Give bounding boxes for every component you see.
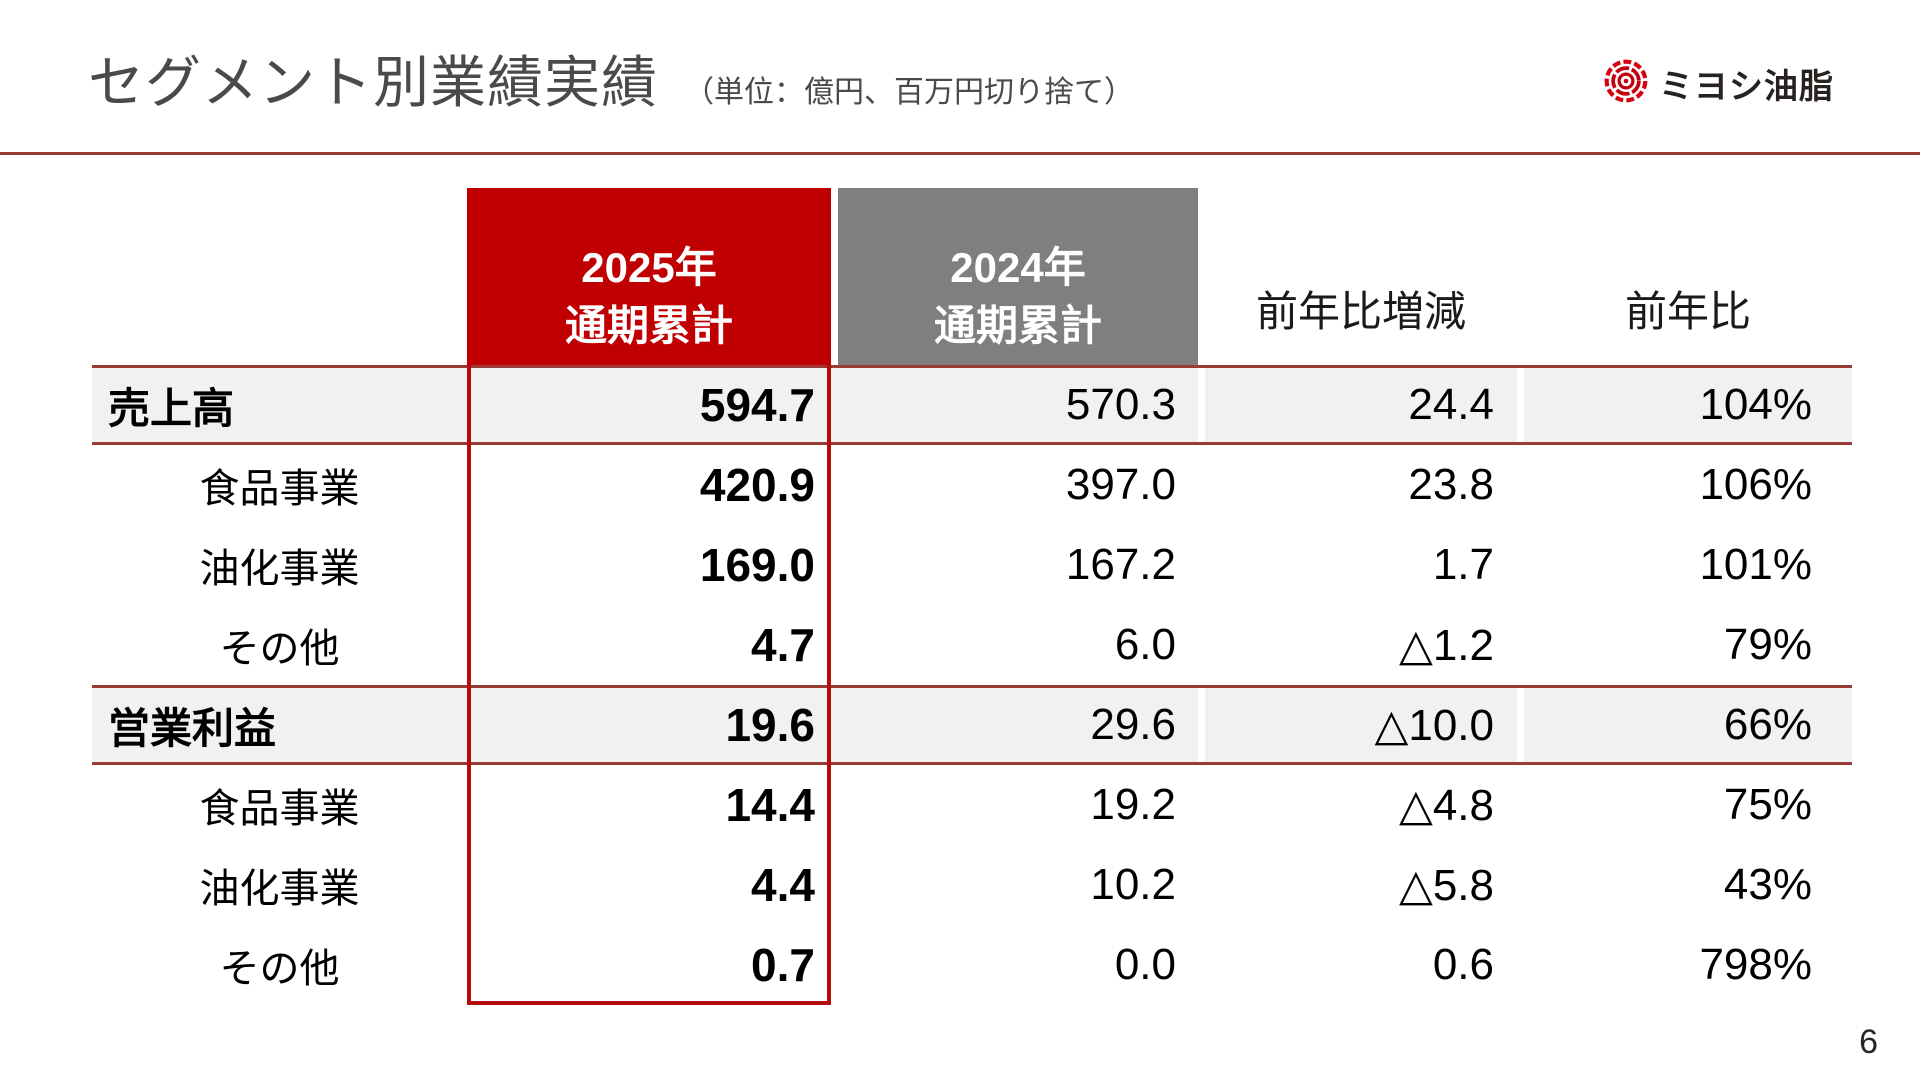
header-yoy-ratio: 前年比 [1624, 288, 1751, 335]
row-label-cell: 売上高 [92, 368, 467, 442]
table-row: その他 0.7 0.0 0.6 798% [92, 925, 1852, 1005]
yoy-change-cell: △10.0 [1205, 688, 1517, 762]
segment-results-table: 2025年 通期累計 2024年 通期累計 前年比増減 前年比 売上高 594.7… [92, 188, 1852, 1005]
value-2024-cell: 0.0 [1114, 940, 1176, 989]
cell-text: 売上高 [108, 384, 235, 432]
page-title: セグメント別業績実績 [88, 51, 658, 114]
unit-note: （単位：億円、百万円切り捨て） [684, 76, 1134, 109]
yoy-change-cell: 0.6 [1432, 940, 1494, 989]
header-2024-line2: 通期累計 [933, 302, 1102, 349]
row-label-cell: 営業利益 [92, 688, 467, 762]
row-label-cell: 食品事業 [92, 445, 467, 525]
table-header-row: 2025年 通期累計 2024年 通期累計 前年比増減 前年比 [92, 188, 1852, 365]
column-gap [1198, 925, 1205, 1005]
column-gap [1198, 525, 1205, 605]
table-body: 売上高 594.7 570.3 24.4 104% 食品事業 420.9 397.0 23.8 1… [92, 365, 1852, 1005]
row-label-cell: 油化事業 [92, 525, 467, 605]
column-gap [1198, 765, 1205, 845]
value-2025-cell: 4.4 [751, 859, 815, 911]
table-row: 売上高 594.7 570.3 24.4 104% [92, 365, 1852, 445]
yoy-change-cell: △1.2 [1398, 620, 1494, 670]
yoy-change-cell: 1.7 [1432, 540, 1494, 589]
cell-text: 食品事業 [199, 787, 360, 831]
value-2024-cell: 10.2 [1090, 860, 1176, 909]
yoy-ratio-cell: 79% [1723, 620, 1812, 669]
column-gap [1517, 688, 1524, 762]
yoy-change-cell: 23.8 [1408, 460, 1494, 509]
row-label-cell: その他 [92, 925, 467, 1005]
row-label-cell: 油化事業 [92, 845, 467, 925]
company-logo: ミヨシ油脂 [1603, 58, 1834, 109]
table-row: 食品事業 420.9 397.0 23.8 106% [92, 445, 1852, 525]
value-2025-cell: 19.6 [467, 688, 838, 762]
value-2025-cell: 169.0 [699, 539, 815, 591]
cell-text: 食品事業 [199, 467, 360, 511]
header-2025-fy: 2025年 通期累計 [467, 188, 831, 365]
header-2025-line2: 通期累計 [564, 302, 733, 349]
header-2025-line1: 2025年 [581, 244, 717, 291]
cell-text: その他 [219, 627, 340, 671]
cell-text: 油化事業 [199, 547, 360, 591]
column-gap [1517, 765, 1524, 845]
value-2025-cell: 0.7 [751, 939, 815, 991]
column-gap [1198, 368, 1205, 442]
value-2024-cell: 570.3 [838, 368, 1198, 442]
logo-text: ミヨシ油脂 [1659, 68, 1834, 106]
yoy-ratio-cell: 101% [1699, 540, 1812, 589]
cell-text: 油化事業 [199, 867, 360, 911]
yoy-change-cell: △5.8 [1398, 860, 1494, 910]
yoy-change-cell: △4.8 [1398, 780, 1494, 830]
row-label-cell: その他 [92, 605, 467, 685]
column-gap [1517, 525, 1524, 605]
value-2024-cell: 19.2 [1090, 780, 1176, 829]
slide-header: セグメント別業績実績 （単位：億円、百万円切り捨て） [88, 38, 1134, 119]
column-gap [1198, 605, 1205, 685]
table-row: その他 4.7 6.0 △1.2 79% [92, 605, 1852, 685]
value-2024-cell: 29.6 [838, 688, 1198, 762]
column-gap [1198, 845, 1205, 925]
value-2024-cell: 6.0 [1114, 620, 1176, 669]
table-row: 油化事業 169.0 167.2 1.7 101% [92, 525, 1852, 605]
yoy-change-cell: 24.4 [1205, 368, 1517, 442]
yoy-ratio-cell: 106% [1699, 460, 1812, 509]
miyoshi-emblem-icon [1603, 58, 1649, 109]
column-gap [1517, 445, 1524, 525]
value-2024-cell: 397.0 [1065, 460, 1176, 509]
column-gap [1198, 688, 1205, 762]
column-gap [1198, 445, 1205, 525]
header-yoy-change: 前年比増減 [1255, 288, 1466, 335]
value-2025-cell: 594.7 [467, 368, 838, 442]
table-row: 油化事業 4.4 10.2 △5.8 43% [92, 845, 1852, 925]
column-gap [1517, 845, 1524, 925]
table-row: 食品事業 14.4 19.2 △4.8 75% [92, 765, 1852, 845]
column-gap [1517, 368, 1524, 442]
value-2025-cell: 420.9 [699, 459, 815, 511]
yoy-ratio-cell: 75% [1723, 780, 1812, 829]
title-divider [0, 152, 1920, 155]
table-row: 営業利益 19.6 29.6 △10.0 66% [92, 685, 1852, 765]
header-2024-fy: 2024年 通期累計 [838, 188, 1198, 365]
value-2025-cell: 4.7 [751, 619, 815, 671]
yoy-ratio-cell: 798% [1699, 940, 1812, 989]
yoy-ratio-cell: 66% [1524, 688, 1852, 762]
page-number: 6 [1859, 1023, 1878, 1061]
yoy-ratio-cell: 104% [1524, 368, 1852, 442]
cell-text: 営業利益 [108, 704, 277, 752]
value-2024-cell: 167.2 [1065, 540, 1176, 589]
column-gap [1517, 605, 1524, 685]
value-2025-cell: 14.4 [725, 779, 815, 831]
header-2024-line1: 2024年 [950, 244, 1086, 291]
cell-text: その他 [219, 947, 340, 991]
row-label-cell: 食品事業 [92, 765, 467, 845]
column-gap [1517, 925, 1524, 1005]
yoy-ratio-cell: 43% [1723, 860, 1812, 909]
